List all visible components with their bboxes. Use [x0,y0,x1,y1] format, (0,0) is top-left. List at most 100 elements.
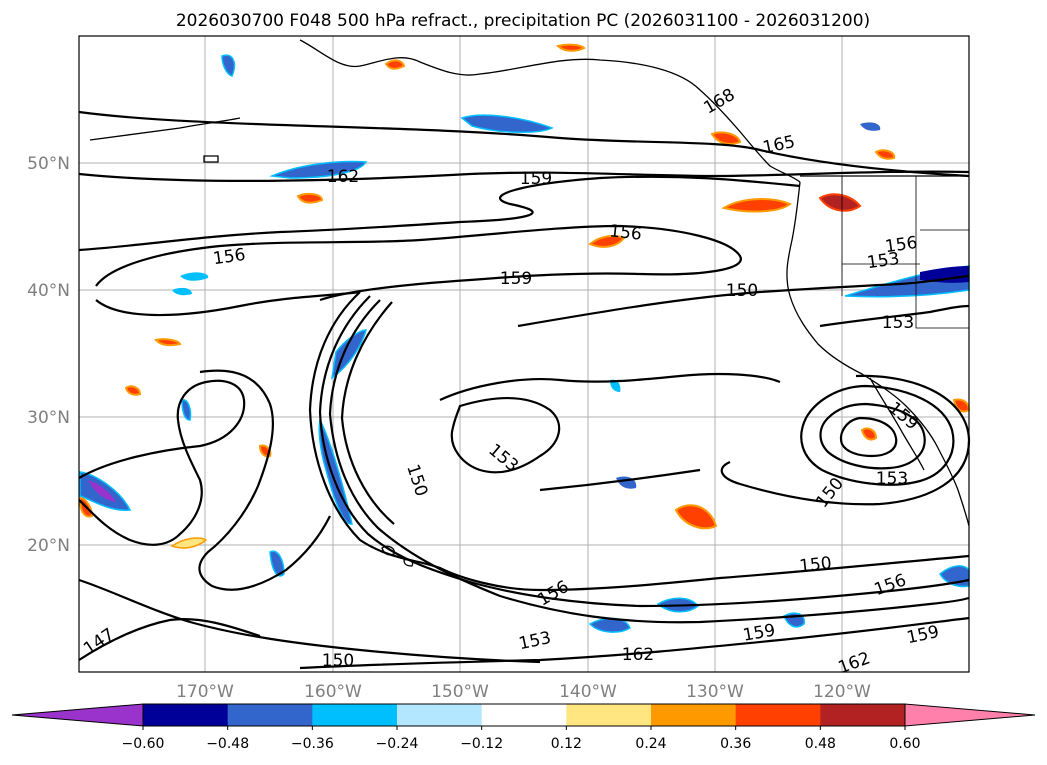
precip-negative-area [318,417,353,525]
colorbar-tick-label: −0.60 [122,736,165,752]
precip-positive-area [674,504,718,530]
contour-label: 153 [882,313,914,333]
contour-label: 150 [322,651,354,671]
contour-trough-b [318,295,970,608]
colorbar-segment [735,704,821,726]
colorbar-tick-label: −0.24 [376,736,419,752]
colorbar-segment [227,704,313,726]
lat-label: 40°N [27,281,70,301]
map-gridlines [79,36,969,672]
contour-153-mid [439,372,781,401]
precip-strong-negative-area [920,266,969,283]
lon-label: 150°W [431,682,489,702]
contour-label: 159 [520,169,552,189]
colorbar-tick-label: 0.12 [551,736,582,752]
colorbar-extend-min [11,703,144,727]
precip-strong-negative-area [88,480,116,502]
islet-box [203,155,219,163]
coastlines [89,39,970,567]
precip-positive-area [154,338,182,347]
precip-negative-area [330,329,367,380]
alaska-coast [299,39,801,183]
colorbar-tick-label: −0.12 [460,736,503,752]
precip-negative-area [588,617,631,633]
contour-150 [517,274,970,328]
cutoff-low-ring-2 [819,402,926,470]
contour-label: 156 [608,221,642,244]
precip-positive-area [384,59,406,70]
map-title: 2026030700 F048 500 hPa refract., precip… [176,11,870,31]
colorbar-tick-label: 0.24 [635,736,666,752]
lon-label: 170°W [176,682,234,702]
precip-positive-area [296,192,324,204]
precip-positive-area [874,149,896,160]
colorbar-segment [397,704,483,726]
colorbar-segment [312,704,398,726]
colorbar-segment [651,704,737,726]
precip-positive-area [721,198,792,213]
contour-southwest [78,578,541,664]
colorbar-segment [566,704,652,726]
contour-153-east [819,304,970,328]
lat-label: 20°N [27,536,70,556]
precip-negative-area [269,550,285,577]
contour-label: 153 [876,469,908,489]
contour-trough-c [328,299,970,624]
refractivity-contours [78,110,971,670]
lon-label: 130°W [686,682,744,702]
colorbar-tick-label: 0.36 [720,736,751,752]
lat-label: 50°N [27,154,70,174]
contour-147 [78,618,261,661]
contour-label: 159 [500,269,532,289]
contour-label: 162 [622,645,654,665]
colorbar-tick-label: −0.36 [291,736,334,752]
cutoff-low-ring-1 [800,384,955,486]
contour-label: 150 [726,281,758,301]
contour-165 [78,110,970,178]
lon-label: 120°W [813,682,871,702]
precip-light-negative-area [180,272,209,281]
precip-negative-area [221,54,236,77]
colorbar-segment [820,704,906,726]
contour-label: 156 [212,245,247,269]
precip-negative-area [460,114,554,133]
colorbar-segment [481,704,567,726]
contour-162 [78,170,970,183]
colorbar-segment [143,704,229,726]
precip-positive-area [710,131,742,145]
cutoff-low-ring-4 [720,374,971,506]
contour-bottom [299,616,970,670]
lon-label: 160°W [304,682,362,702]
contour-label: 153 [866,249,901,273]
lat-label: 30°N [27,408,70,428]
precip-light-negative-area [172,287,192,296]
contour-trough-a [308,291,970,592]
precip-positive-area [124,385,142,396]
precip-positive-area [818,193,862,212]
contour-label: 156 [884,233,919,257]
precip-positive-area [556,43,586,52]
precip-light-negative-area [860,122,881,131]
contour-label: 162 [327,167,359,187]
latitude-labels: 50°N 40°N 30°N 20°N [27,154,70,556]
longitude-labels: 170°W 160°W 150°W 140°W 130°W 120°W [176,682,871,702]
baja-coast [869,377,925,471]
contour-153-inner [450,397,561,474]
colorbar: −0.60 −0.48 −0.36 −0.24 −0.12 0.12 0.24 0.36 0.4… [11,703,1036,752]
lon-label: 140°W [559,682,617,702]
contour-label: 150 [798,553,832,576]
colorbar-tick-label: 0.60 [889,736,920,752]
precip-positive-area [588,235,626,248]
contour-156-loop [95,224,742,302]
state-borders [841,176,969,329]
contour-150-east [539,468,701,492]
cutoff-low-ring-3 [839,416,898,458]
map-panel: 162 159 165 168 156 156 159 150 156 153 … [78,35,971,678]
west-coast [786,181,970,527]
contour-labels: 162 159 165 168 156 156 159 150 156 153 … [80,85,941,678]
precip-negative-area [181,399,192,421]
precip-positive-area [170,537,208,549]
colorbar-frame [142,703,906,727]
aleutian-chain [89,117,241,141]
